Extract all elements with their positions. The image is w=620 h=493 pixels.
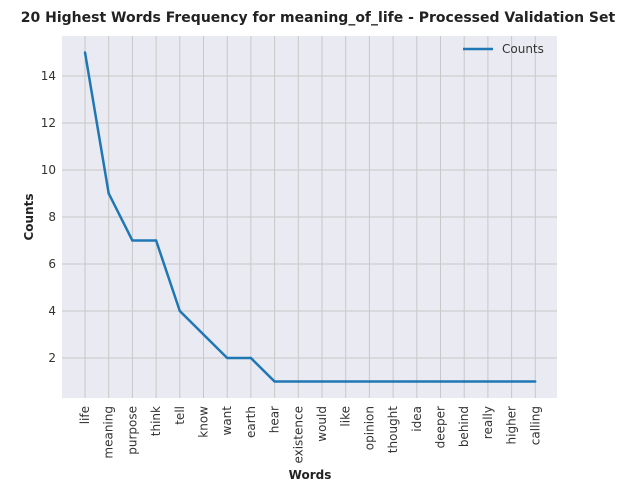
data-point bbox=[202, 333, 205, 336]
x-tick-label: meaning bbox=[102, 406, 116, 459]
y-tick-label: 12 bbox=[41, 116, 56, 130]
y-axis-label: Counts bbox=[22, 193, 36, 240]
data-point bbox=[320, 380, 324, 383]
x-tick-label: purpose bbox=[125, 406, 139, 455]
y-axis-ticks: 2 4 6 8 10 12 14 bbox=[41, 69, 56, 365]
x-tick-label: behind bbox=[457, 406, 471, 447]
data-point bbox=[131, 239, 134, 242]
data-point bbox=[486, 380, 490, 383]
data-point bbox=[297, 380, 300, 383]
y-tick-label: 6 bbox=[48, 257, 56, 271]
data-point bbox=[415, 380, 418, 383]
x-tick-label: higher bbox=[505, 406, 519, 445]
data-points bbox=[83, 51, 537, 383]
y-tick-label: 2 bbox=[48, 351, 56, 365]
data-point bbox=[391, 380, 395, 383]
x-tick-label: idea bbox=[410, 406, 424, 432]
data-point bbox=[439, 380, 442, 383]
x-tick-label: know bbox=[197, 406, 211, 438]
x-tick-label: really bbox=[481, 406, 495, 439]
y-tick-label: 8 bbox=[48, 210, 56, 224]
data-point bbox=[463, 380, 466, 383]
data-point bbox=[368, 380, 371, 383]
x-axis-label: Words bbox=[289, 468, 332, 482]
x-axis-ticks: life meaning purpose think tell know want earth… bbox=[78, 406, 542, 464]
data-point bbox=[83, 51, 87, 54]
x-tick-label: want bbox=[220, 406, 234, 436]
data-point bbox=[534, 380, 537, 383]
data-point bbox=[178, 309, 181, 313]
data-point bbox=[273, 380, 276, 383]
x-tick-label: tell bbox=[173, 406, 187, 425]
data-point bbox=[510, 380, 513, 383]
data-point bbox=[249, 356, 253, 360]
y-tick-label: 4 bbox=[48, 304, 56, 318]
data-point bbox=[107, 192, 110, 195]
data-point bbox=[344, 380, 347, 383]
x-tick-label: deeper bbox=[434, 406, 448, 448]
chart-title: 20 Highest Words Frequency for meaning_o… bbox=[21, 10, 616, 26]
series-line-counts bbox=[83, 52, 536, 383]
x-tick-label: think bbox=[149, 406, 163, 436]
legend: Counts bbox=[463, 42, 544, 56]
grid bbox=[62, 36, 557, 398]
x-tick-label: opinion bbox=[362, 406, 376, 450]
legend-label: Counts bbox=[502, 42, 544, 56]
x-tick-label: thought bbox=[386, 406, 400, 453]
x-tick-label: hear bbox=[268, 406, 282, 433]
x-tick-label: calling bbox=[528, 406, 542, 445]
y-tick-label: 14 bbox=[41, 69, 56, 83]
x-tick-label: would bbox=[315, 406, 329, 442]
x-tick-label: existence bbox=[291, 406, 305, 464]
x-tick-label: like bbox=[339, 406, 353, 427]
x-tick-label: life bbox=[78, 406, 92, 424]
data-point bbox=[154, 239, 158, 242]
data-point bbox=[226, 356, 229, 360]
x-tick-label: earth bbox=[244, 406, 258, 438]
y-tick-label: 10 bbox=[41, 163, 56, 177]
